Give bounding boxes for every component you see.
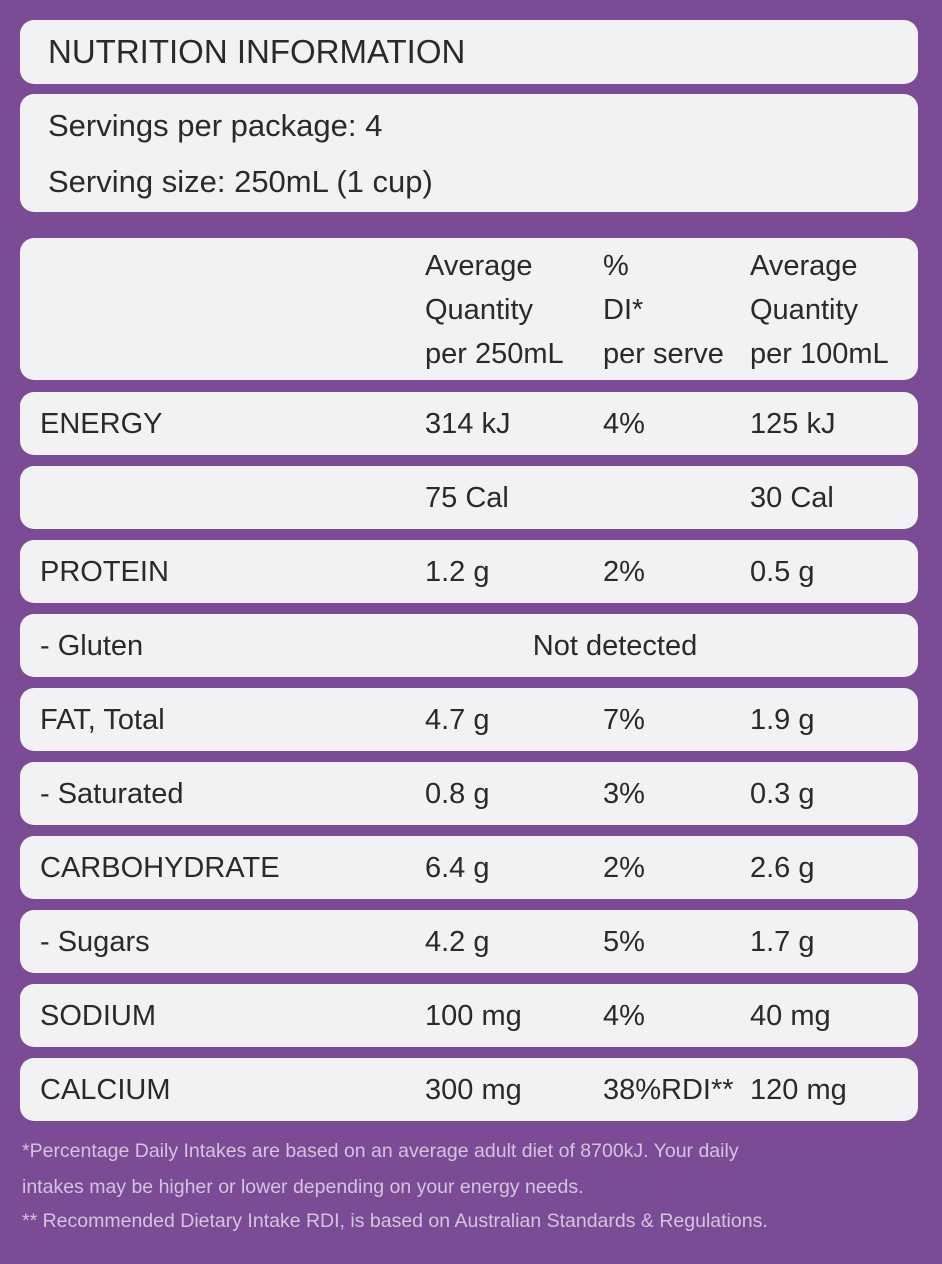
cell: 0.8 g	[425, 778, 490, 810]
cell: 7%	[603, 704, 645, 736]
row-label: CALCIUM	[40, 1074, 171, 1106]
row-label: CARBOHYDRATE	[40, 852, 280, 884]
servings-per-package: Servings per package: 4	[48, 108, 383, 143]
column-header: DI*	[603, 294, 644, 326]
row-value: Not detected	[532, 630, 698, 662]
column-header: Quantity	[750, 294, 858, 326]
cell: 4.7 g	[425, 704, 490, 736]
row-panel: - Gluten Not detected	[20, 614, 918, 677]
footnote: *Percentage Daily Intakes are based on a…	[22, 1140, 739, 1162]
row-panel: FAT, Total 4.7 g 7% 1.9 g	[20, 688, 918, 751]
row-panel: CARBOHYDRATE 6.4 g 2% 2.6 g	[20, 836, 918, 899]
cell: 314 kJ	[425, 408, 511, 440]
cell: 2.6 g	[750, 852, 815, 884]
cell: 40 mg	[750, 1000, 831, 1032]
cell: 30 Cal	[750, 482, 834, 514]
column-header: per 100mL	[750, 338, 889, 370]
cell: 3%	[603, 778, 645, 810]
row-panel: 75 Cal 30 Cal	[20, 466, 918, 529]
cell: 4%	[603, 408, 645, 440]
cell: 120 mg	[750, 1074, 847, 1106]
row-label: - Sugars	[40, 926, 150, 958]
footnote: intakes may be higher or lower depending…	[22, 1176, 584, 1198]
cell: 0.3 g	[750, 778, 815, 810]
column-header-panel: Average Quantity per 250mL% DI* per serve Ave…	[20, 238, 918, 380]
servings-panel: Servings per package: 4 Serving size: 25…	[20, 94, 918, 212]
cell: 0.5 g	[750, 556, 815, 588]
cell: 2%	[603, 852, 645, 884]
cell: 1.2 g	[425, 556, 490, 588]
title-panel: NUTRITION INFORMATION	[20, 20, 918, 84]
row-panel: PROTEIN 1.2 g 2% 0.5 g	[20, 540, 918, 603]
row-label: PROTEIN	[40, 556, 169, 588]
cell: 4%	[603, 1000, 645, 1032]
cell: 38%RDI**	[603, 1074, 734, 1106]
cell: 1.7 g	[750, 926, 815, 958]
row-panel: - Saturated 0.8 g 3% 0.3 g	[20, 762, 918, 825]
column-header: %	[603, 250, 629, 282]
column-header: per 250mL	[425, 338, 564, 370]
cell: 75 Cal	[425, 482, 509, 514]
cell: 100 mg	[425, 1000, 522, 1032]
footnote: ** Recommended Dietary Intake RDI, is ba…	[22, 1210, 768, 1232]
row-label: FAT, Total	[40, 704, 165, 736]
row-label: - Gluten	[40, 630, 144, 662]
row-label: ENERGY	[40, 408, 163, 440]
column-header: Average	[750, 250, 858, 282]
row-label: SODIUM	[40, 1000, 156, 1032]
column-header: per serve	[603, 338, 724, 370]
cell: 300 mg	[425, 1074, 522, 1106]
cell: 2%	[603, 556, 645, 588]
row-panel: - Sugars 4.2 g 5% 1.7 g	[20, 910, 918, 973]
row-panel: CALCIUM 300 mg 38%RDI** 120 mg	[20, 1058, 918, 1121]
cell: 1.9 g	[750, 704, 815, 736]
cell: 125 kJ	[750, 408, 836, 440]
title: NUTRITION INFORMATION	[48, 33, 466, 70]
row-label: - Saturated	[40, 778, 184, 810]
row-panel: SODIUM 100 mg 4% 40 mg	[20, 984, 918, 1047]
cell: 4.2 g	[425, 926, 490, 958]
cell: 5%	[603, 926, 645, 958]
column-header: Quantity	[425, 294, 533, 326]
row-panel: ENERGY 314 kJ 4% 125 kJ	[20, 392, 918, 455]
cell: 6.4 g	[425, 852, 490, 884]
column-header: Average	[425, 250, 533, 282]
serving-size: Serving size: 250mL (1 cup)	[48, 164, 433, 199]
